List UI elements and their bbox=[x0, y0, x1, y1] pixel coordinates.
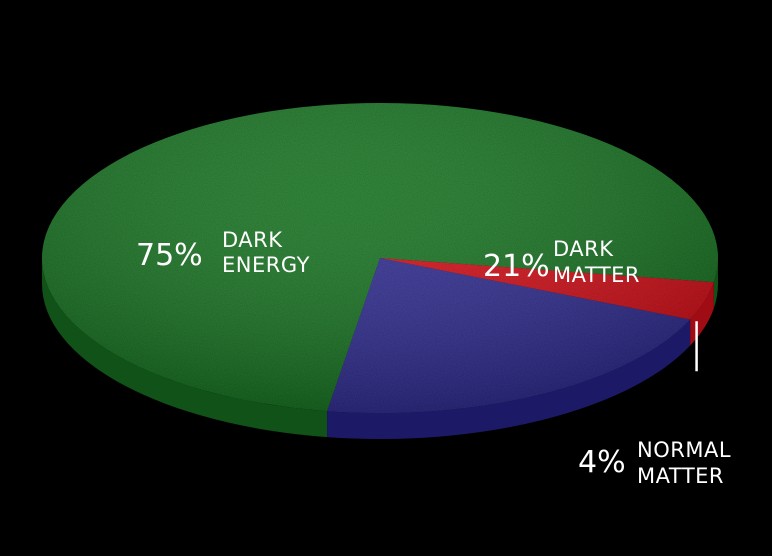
normal-matter-label-line-2: MATTER bbox=[637, 464, 724, 488]
dark-energy-percent: 75% bbox=[136, 238, 203, 273]
normal-matter-label: 4% NORMAL MATTER bbox=[578, 438, 731, 488]
dark-energy-label: 75% DARK ENERGY bbox=[136, 228, 310, 277]
dark-matter-label-line-2: MATTER bbox=[553, 263, 640, 287]
dark-matter-percent: 21% bbox=[483, 249, 550, 284]
dark-matter-label-line-1: DARK bbox=[553, 237, 614, 261]
dark-matter-label: 21% DARK MATTER bbox=[483, 237, 640, 287]
normal-matter-label-line-1: NORMAL bbox=[637, 438, 731, 462]
normal-matter-percent: 4% bbox=[578, 445, 626, 480]
dark-energy-label-line-1: DARK bbox=[222, 228, 283, 252]
dark-energy-label-line-2: ENERGY bbox=[222, 253, 310, 277]
